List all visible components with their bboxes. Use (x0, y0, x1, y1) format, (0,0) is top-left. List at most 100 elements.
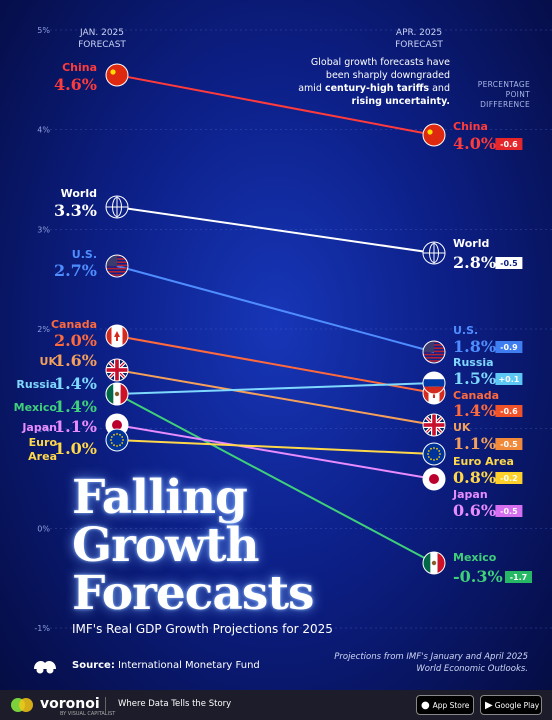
x-label-apr: FORECAST (395, 40, 443, 50)
difference-label: -0.9 (500, 343, 518, 352)
series-line (116, 74, 435, 136)
difference-badge (495, 341, 523, 353)
series-name-apr: Russia (453, 356, 494, 369)
series-name-apr: Canada (453, 389, 499, 402)
voronoi-logo-icon (11, 698, 33, 712)
difference-label: +0.1 (498, 375, 519, 384)
series-name-apr: UK (453, 421, 471, 434)
series-line (116, 335, 435, 394)
y-tick-label: 4% (37, 126, 50, 135)
app-store-button[interactable]: ● App Store (416, 695, 474, 715)
series-name-jan: Canada (51, 318, 97, 331)
series-name-apr: China (453, 120, 488, 133)
data-label-jan: 1.1% (54, 417, 97, 436)
data-label-jan: 4.6% (54, 75, 97, 94)
difference-label: -0.5 (500, 507, 518, 516)
data-label-apr: -0.3% (453, 567, 503, 586)
difference-header: PERCENTAGE POINT DIFFERENCE (477, 80, 530, 109)
eu-flag-icon (105, 428, 129, 452)
series-name-apr: Japan (452, 488, 488, 501)
series-name-jan: Euro (29, 436, 58, 449)
difference-label: -0.2 (500, 474, 518, 483)
data-label-apr: 2.8% (453, 253, 496, 272)
series-line (116, 424, 435, 480)
y-tick-label: 3% (37, 225, 50, 234)
source-logo-icon (34, 661, 56, 674)
series-name-apr: U.S. (453, 324, 478, 337)
y-tick-label: 2% (37, 325, 50, 334)
us-flag-icon (105, 254, 129, 278)
y-tick-label: 0% (37, 524, 50, 533)
series-name-jan: World (61, 187, 97, 200)
difference-badge (505, 571, 532, 583)
credit-note: Projections from IMF's January and April… (334, 652, 528, 674)
tagline: Where Data Tells the Story (118, 699, 232, 709)
series-name-jan: Japan (21, 421, 57, 434)
uk-flag-icon (422, 413, 446, 437)
difference-badge (495, 472, 523, 484)
data-label-apr: 0.8% (453, 468, 496, 487)
footer-divider (105, 697, 106, 713)
china-flag-icon (105, 63, 129, 87)
us-flag-icon (422, 340, 446, 364)
y-tick-label: 5% (37, 26, 50, 35)
canada-flag-icon (105, 324, 129, 348)
difference-label: -0.6 (500, 407, 518, 416)
brand-name: voronoi (40, 696, 100, 712)
brand-subtitle: BY VISUAL CAPITALIST (60, 711, 116, 717)
series-line (116, 439, 435, 455)
series-line (116, 393, 435, 564)
data-label-jan: 1.6% (54, 351, 97, 370)
data-label-apr: 1.4% (453, 401, 496, 420)
source-line: Source: International Monetary Fund (72, 660, 260, 671)
difference-badge (495, 505, 523, 517)
series-name-jan: China (62, 61, 97, 74)
difference-label: -1.7 (510, 573, 528, 582)
series-line (116, 382, 435, 395)
x-label-jan: FORECAST (78, 40, 126, 50)
russia-flag-icon (422, 371, 446, 395)
series-line (116, 369, 435, 426)
data-label-jan: 3.3% (54, 201, 97, 220)
data-label-jan: 2.0% (54, 331, 97, 350)
difference-badge (495, 405, 523, 417)
data-label-jan: 1.0% (54, 439, 97, 458)
subtitle: IMF's Real GDP Growth Projections for 20… (72, 622, 333, 636)
data-label-jan: 1.4% (54, 397, 97, 416)
y-tick-label: -1% (34, 624, 50, 633)
x-label-jan: JAN. 2025 (79, 28, 124, 38)
series-name-jan: Area (28, 450, 57, 463)
data-label-jan: 1.4% (54, 374, 97, 393)
series-name-apr: Euro Area (453, 455, 514, 468)
mexico-flag-icon (422, 551, 446, 575)
eu-flag-icon (422, 442, 446, 466)
china-flag-icon (422, 123, 446, 147)
series-line (116, 206, 435, 254)
apple-icon: ● (421, 700, 430, 711)
mexico-flag-icon (105, 382, 129, 406)
globe-icon (105, 195, 129, 219)
data-label-jan: 2.7% (54, 261, 97, 280)
series-name-apr: Mexico (453, 551, 497, 564)
x-label-apr: APR. 2025 (396, 28, 442, 38)
difference-label: -0.5 (500, 259, 518, 268)
difference-badge (495, 138, 523, 150)
uk-flag-icon (105, 358, 129, 382)
series-name-jan: U.S. (72, 248, 97, 261)
series-line (116, 265, 435, 353)
series-name-apr: World (453, 237, 489, 250)
data-label-apr: 1.5% (453, 369, 496, 388)
series-name-jan: UK (40, 355, 58, 368)
series-name-jan: Mexico (14, 401, 58, 414)
data-label-apr: 0.6% (453, 501, 496, 520)
data-label-apr: 4.0% (453, 134, 496, 153)
annotation-note: Global growth forecasts have been sharpl… (298, 57, 450, 107)
difference-badge (495, 257, 523, 269)
difference-badge (495, 438, 523, 450)
google-play-button[interactable]: ▶ Google Play (480, 695, 542, 715)
page-title: Falling Growth Forecasts (72, 470, 315, 621)
data-label-apr: 1.1% (453, 434, 496, 453)
y-tick-label: 1% (37, 425, 50, 434)
difference-label: -0.6 (500, 140, 518, 149)
